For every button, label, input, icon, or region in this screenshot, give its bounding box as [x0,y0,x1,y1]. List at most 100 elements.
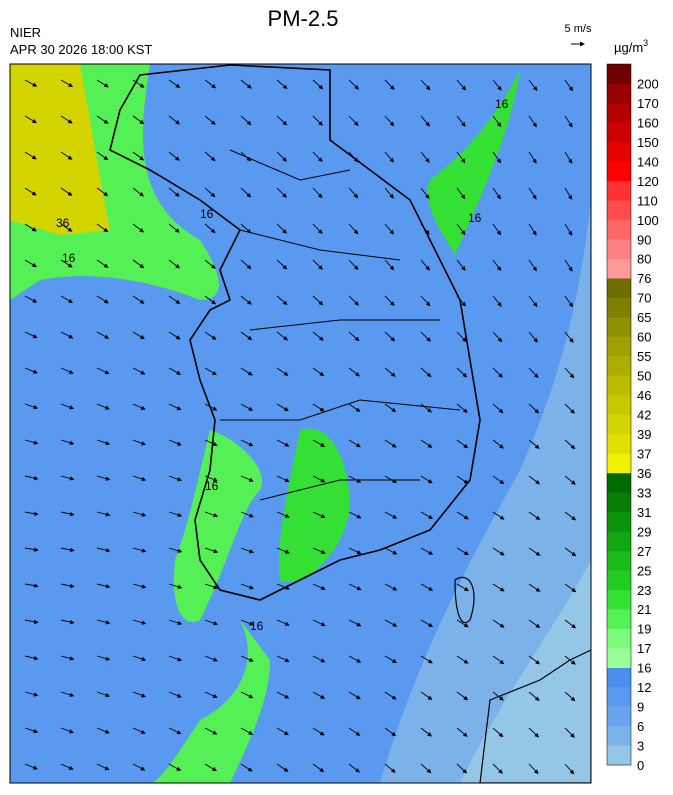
wind-arrow [204,79,217,89]
wind-arrow [96,439,111,446]
wind-arrow [492,151,501,164]
colorbar-tick-label: 90 [637,232,651,247]
wind-arrow [240,151,252,162]
unit-text: µg/m [614,40,643,55]
wind-arrow [528,763,539,775]
wind-arrow [348,223,359,235]
wind-arrow [96,295,109,304]
wind-arrow [384,187,394,199]
wind-arrow [456,259,466,271]
wind-arrow [348,259,359,271]
wind-arrow [276,619,290,626]
wind-arrow [492,547,505,556]
wind-arrow [132,223,145,233]
wind-arrow [312,655,326,663]
wind-arrow [564,475,576,485]
wind-arrow [420,223,430,235]
wind-arrow [204,295,217,305]
wind-arrow [60,295,74,303]
colorbar-tick-label: 120 [637,174,659,189]
wind-arrow [204,619,219,626]
wind-arrow [420,691,433,700]
colorbar-tick-label: 33 [637,485,651,500]
wind-arrow [492,331,503,343]
wind-arrow [564,619,577,629]
wind-arrow [456,547,469,556]
colorbar-tick-label: 60 [637,330,651,345]
wind-arrow [96,511,111,517]
wind-arrow [204,583,219,590]
wind-arrow [276,511,290,518]
wind-arrow [420,367,432,378]
contour-label: 16 [495,97,509,111]
unit-sup: 3 [643,38,648,48]
colorbar-tick-label: 46 [637,388,651,403]
wind-arrow [96,403,110,410]
wind-arrow [168,187,180,197]
wind-arrow [24,583,39,588]
wind-arrow [24,727,39,734]
wind-arrow [384,403,397,413]
wind-arrow [24,115,37,124]
wind-arrow [384,511,398,519]
wind-arrow [240,511,254,518]
colorbar-tick-label: 160 [637,115,659,130]
wind-arrow [420,115,430,127]
wind-arrow [132,727,146,734]
wind-arrow [204,187,216,198]
wind-arrow [528,547,541,556]
colorbar-tick-label: 37 [637,446,651,461]
wind-arrow [384,151,394,163]
wind-arrow [60,655,75,661]
wind-arrow [492,619,505,628]
colorbar-segment [607,219,631,240]
wind-arrow [60,367,74,374]
wind-arrow [384,727,397,737]
wind-arrow [348,655,362,663]
wind-arrow [132,475,147,482]
wind-arrow [492,367,503,378]
colorbar-tick-label: 12 [637,680,651,695]
wind-arrow [204,655,218,662]
wind-arrow [420,331,431,342]
colorbar-segment [607,180,631,201]
wind-arrow [456,403,468,413]
island [454,576,475,624]
wind-arrow [24,439,39,445]
wind-arrow [24,547,39,552]
wind-arrow [492,295,502,307]
colorbar-segment [607,628,631,649]
colorbar-tick-label: 140 [637,154,659,169]
wind-arrow [312,619,326,627]
wind-arrow [24,403,39,410]
colorbar-segment [607,336,631,357]
wind-arrow [564,331,574,343]
wind-arrow [240,331,253,341]
wind-arrow [528,727,540,738]
map-frame [9,63,592,784]
wind-arrow [384,115,395,127]
wind-arrow [240,655,254,662]
wind-arrow [420,151,430,163]
colorbar-segment [607,64,631,84]
wind-arrow [132,439,146,446]
wind-arrow [96,115,109,124]
wind-arrow [456,115,466,127]
wind-arrow [240,547,255,554]
wind-arrow [420,619,434,627]
colorbar-tick-label: 29 [637,524,651,539]
wind-arrow [60,151,73,160]
wind-arrow [312,403,325,412]
wind-arrow [312,547,326,554]
wind-arrow [204,367,217,376]
colorbar-segment [607,395,631,415]
wind-arrow [312,259,323,270]
colorbar-tick-label: 27 [637,544,651,559]
wind-arrow [456,439,469,449]
wind-arrow [240,475,254,482]
wind-arrow [492,187,501,200]
wind-arrow [492,655,505,665]
green-zone-south [279,428,350,582]
colorbar-segment [607,687,631,707]
wind-arrow [240,403,254,411]
